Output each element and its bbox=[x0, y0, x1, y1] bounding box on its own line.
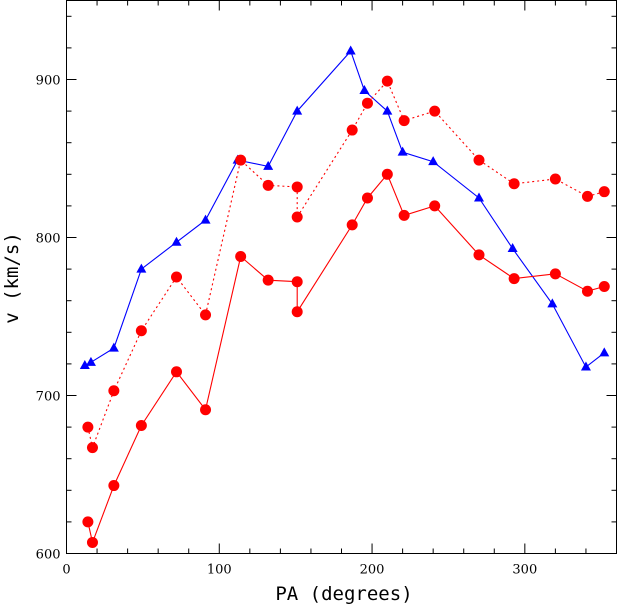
x-axis-title: PA (degrees) bbox=[275, 583, 412, 605]
data-point bbox=[82, 421, 94, 433]
tick-labels: 0 100 200 300 600 700 800 900 bbox=[36, 74, 538, 578]
series-3 bbox=[82, 168, 610, 548]
x-tick-label: 200 bbox=[360, 563, 385, 578]
data-point bbox=[381, 75, 393, 87]
data-point bbox=[235, 250, 247, 262]
series-line bbox=[87, 80, 605, 450]
x-tick-label: 300 bbox=[512, 563, 537, 578]
data-point bbox=[508, 273, 520, 285]
data-point bbox=[346, 124, 358, 136]
series-line bbox=[84, 50, 605, 368]
data-point bbox=[547, 298, 558, 308]
data-point bbox=[549, 173, 561, 185]
data-point bbox=[598, 186, 610, 198]
data-point bbox=[398, 209, 410, 221]
data-point bbox=[581, 285, 593, 297]
data-point bbox=[262, 274, 274, 286]
data-point bbox=[235, 154, 247, 166]
data-point bbox=[171, 271, 182, 283]
data-point bbox=[549, 268, 561, 280]
data-point bbox=[473, 154, 485, 166]
x-tick-label: 0 bbox=[62, 563, 70, 578]
data-point bbox=[361, 97, 373, 109]
data-point bbox=[85, 356, 96, 366]
plot-frame bbox=[66, 0, 617, 554]
data-point bbox=[381, 168, 393, 180]
data-point bbox=[292, 105, 303, 115]
y-tick-label: 600 bbox=[36, 548, 61, 563]
data-point bbox=[171, 236, 182, 246]
series-1 bbox=[79, 45, 610, 371]
data-point bbox=[599, 347, 610, 357]
y-tick-label: 700 bbox=[36, 390, 61, 405]
data-point bbox=[200, 214, 211, 224]
data-point bbox=[428, 156, 439, 166]
y-tick-label: 800 bbox=[36, 232, 61, 247]
data-point bbox=[200, 404, 212, 416]
data-point bbox=[262, 179, 274, 191]
series-group bbox=[79, 45, 610, 548]
data-point bbox=[108, 480, 120, 492]
data-point bbox=[508, 178, 520, 190]
data-point bbox=[135, 325, 147, 337]
data-point bbox=[136, 263, 147, 273]
data-point bbox=[473, 249, 485, 261]
data-point bbox=[171, 366, 182, 378]
data-point bbox=[581, 190, 593, 202]
data-point bbox=[200, 309, 212, 321]
data-point bbox=[346, 219, 358, 231]
data-point bbox=[86, 442, 98, 454]
data-point bbox=[291, 181, 303, 193]
y-tick-label: 900 bbox=[36, 74, 61, 89]
data-point bbox=[291, 276, 303, 288]
data-point bbox=[345, 45, 356, 55]
data-point bbox=[291, 306, 303, 318]
series-2 bbox=[82, 75, 610, 454]
data-point bbox=[291, 211, 303, 223]
series-line bbox=[87, 173, 605, 545]
data-point bbox=[382, 105, 393, 115]
data-point bbox=[108, 342, 119, 352]
data-point bbox=[79, 359, 90, 369]
data-point bbox=[429, 105, 441, 117]
x-tick-label: 100 bbox=[207, 563, 232, 578]
data-point bbox=[86, 536, 98, 548]
ticks bbox=[66, 0, 617, 554]
data-point bbox=[135, 420, 147, 432]
data-point bbox=[108, 385, 120, 397]
data-point bbox=[263, 160, 274, 170]
data-point bbox=[398, 115, 410, 127]
data-point bbox=[580, 361, 591, 371]
data-point bbox=[429, 200, 441, 212]
data-point bbox=[359, 85, 370, 95]
data-point bbox=[474, 192, 484, 202]
data-point bbox=[361, 192, 373, 204]
y-axis-title: v (km/s) bbox=[1, 232, 23, 324]
data-point bbox=[82, 516, 94, 528]
data-point bbox=[507, 243, 518, 253]
data-point bbox=[397, 146, 408, 156]
data-point bbox=[598, 280, 610, 292]
